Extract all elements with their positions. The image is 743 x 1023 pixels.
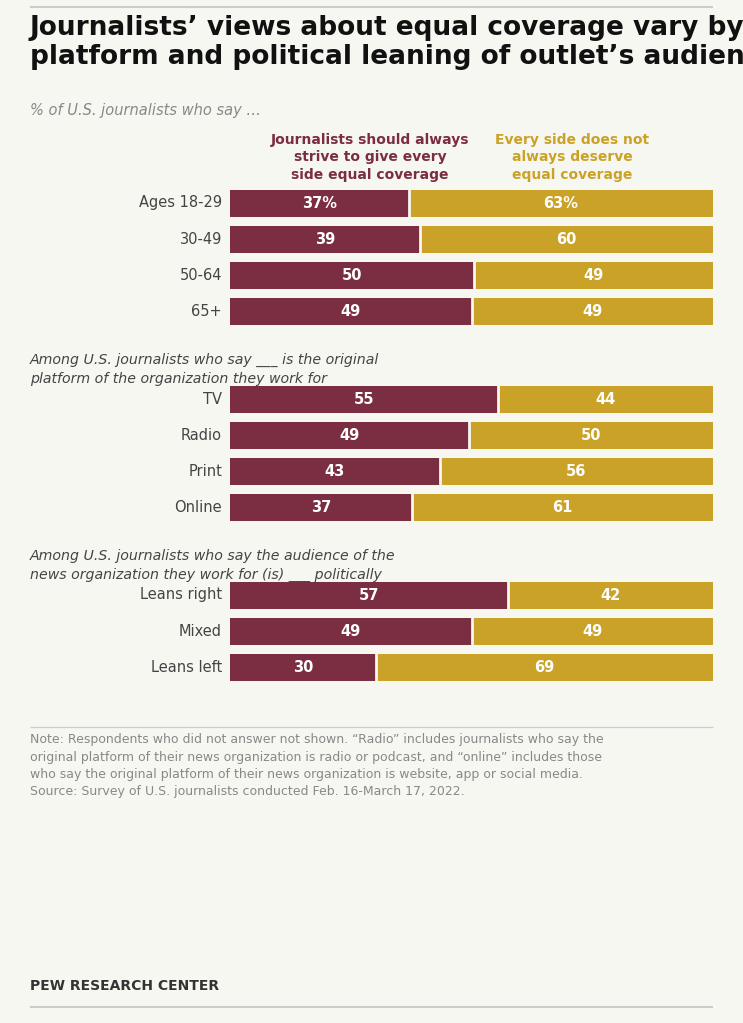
- Text: 57: 57: [359, 587, 379, 603]
- Bar: [409, 189, 713, 217]
- Text: 50-64: 50-64: [180, 267, 222, 282]
- Text: Leans left: Leans left: [151, 660, 222, 674]
- Text: Mixed: Mixed: [179, 623, 222, 638]
- Text: 49: 49: [340, 428, 360, 443]
- Text: 49: 49: [340, 623, 361, 638]
- Text: Leans right: Leans right: [140, 587, 222, 603]
- Bar: [421, 225, 713, 253]
- Text: Every side does not
always deserve
equal coverage: Every side does not always deserve equal…: [495, 133, 649, 182]
- Text: 30: 30: [293, 660, 314, 674]
- Text: Online: Online: [175, 499, 222, 515]
- Text: 50: 50: [342, 267, 363, 282]
- Text: Print: Print: [188, 463, 222, 479]
- Bar: [474, 262, 713, 288]
- Text: 49: 49: [583, 267, 603, 282]
- Text: 69: 69: [534, 660, 555, 674]
- Bar: [230, 189, 409, 217]
- Text: 49: 49: [340, 304, 361, 318]
- Text: 60: 60: [557, 231, 577, 247]
- Bar: [472, 298, 713, 324]
- Text: 39: 39: [315, 231, 335, 247]
- Bar: [230, 298, 472, 324]
- Bar: [508, 581, 713, 609]
- Bar: [230, 457, 440, 485]
- Text: Journalists should always
strive to give every
side equal coverage: Journalists should always strive to give…: [270, 133, 470, 182]
- Text: Among U.S. journalists who say the audience of the
news organization they work f: Among U.S. journalists who say the audie…: [30, 549, 395, 581]
- Bar: [472, 618, 713, 644]
- Text: % of U.S. journalists who say …: % of U.S. journalists who say …: [30, 103, 261, 118]
- Bar: [469, 421, 713, 448]
- Text: 44: 44: [596, 392, 616, 406]
- Text: 65+: 65+: [192, 304, 222, 318]
- Bar: [230, 493, 412, 521]
- Bar: [230, 618, 472, 644]
- Bar: [230, 581, 508, 609]
- Text: Note: Respondents who did not answer not shown. “Radio” includes journalists who: Note: Respondents who did not answer not…: [30, 733, 603, 799]
- Bar: [230, 386, 499, 412]
- Text: 43: 43: [325, 463, 345, 479]
- Text: 37%: 37%: [302, 195, 337, 211]
- Text: 49: 49: [582, 304, 603, 318]
- Bar: [230, 225, 421, 253]
- Text: Among U.S. journalists who say ___ is the original
platform of the organization : Among U.S. journalists who say ___ is th…: [30, 353, 379, 386]
- Text: Journalists’ views about equal coverage vary by age,
platform and political lean: Journalists’ views about equal coverage …: [30, 15, 743, 70]
- Text: 50: 50: [581, 428, 601, 443]
- Text: TV: TV: [203, 392, 222, 406]
- Text: 49: 49: [582, 623, 603, 638]
- Text: 30-49: 30-49: [180, 231, 222, 247]
- Text: 56: 56: [566, 463, 586, 479]
- Bar: [377, 654, 713, 680]
- Bar: [440, 457, 713, 485]
- Bar: [230, 654, 377, 680]
- Bar: [230, 421, 469, 448]
- Text: 42: 42: [600, 587, 620, 603]
- Text: Radio: Radio: [181, 428, 222, 443]
- Text: 55: 55: [354, 392, 374, 406]
- Text: 37: 37: [311, 499, 331, 515]
- Text: Ages 18-29: Ages 18-29: [139, 195, 222, 211]
- Text: 61: 61: [553, 499, 573, 515]
- Bar: [230, 262, 474, 288]
- Bar: [412, 493, 713, 521]
- Text: PEW RESEARCH CENTER: PEW RESEARCH CENTER: [30, 979, 219, 993]
- Text: 63%: 63%: [543, 195, 578, 211]
- Bar: [499, 386, 713, 412]
